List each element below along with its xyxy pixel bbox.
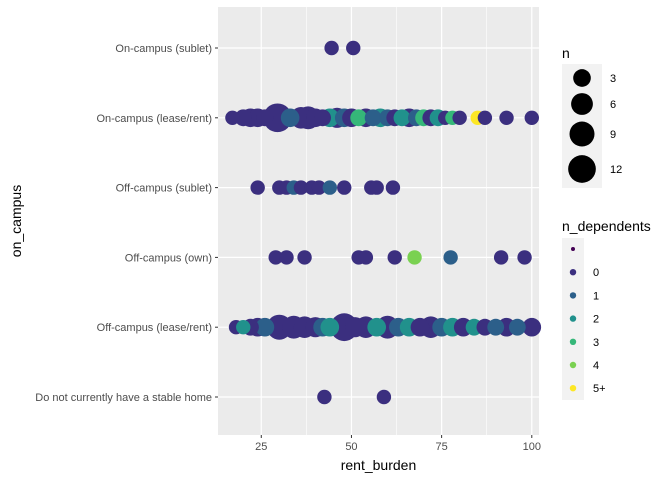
legend-size-key: [573, 69, 591, 87]
data-point: [369, 180, 384, 195]
legend-dependents-label: 4: [593, 360, 599, 372]
data-point: [522, 317, 542, 337]
data-point: [236, 320, 251, 335]
data-point: [317, 389, 332, 405]
x-tick-label: 75: [435, 441, 447, 453]
legend-dependents: n_dependents 0 1 2 3 4 5+: [562, 218, 651, 400]
x-axis-title: rent_burden: [341, 457, 417, 473]
data-point: [350, 109, 368, 127]
legend-dependents-key: [569, 292, 577, 299]
legend-dependents-key: [569, 269, 577, 276]
data-point: [517, 250, 532, 265]
data-point: [256, 109, 274, 127]
data-point: [234, 109, 252, 127]
legend-dependents-key: [569, 361, 577, 369]
data-point: [376, 389, 392, 405]
data-point: [487, 318, 505, 336]
data-point: [268, 250, 283, 265]
legend-size-label: 9: [610, 129, 616, 141]
data-point: [387, 250, 402, 265]
x-tick-label: 50: [345, 441, 357, 453]
legend-dependents-label: 3: [593, 337, 599, 349]
data-point: [493, 250, 509, 265]
y-tick-label: Off-campus (lease/rent): [97, 322, 212, 334]
x-tick-label: 100: [523, 441, 541, 453]
data-point: [385, 180, 401, 195]
y-tick-label: On-campus (lease/rent): [96, 113, 212, 125]
data-point: [443, 250, 458, 265]
y-axis-title: on_campus: [8, 185, 24, 257]
data-point: [297, 250, 312, 265]
legend-size-title: n: [562, 45, 570, 61]
y-tick-label: Off-campus (sublet): [116, 183, 212, 195]
plot-panel: [218, 7, 539, 435]
data-point: [337, 180, 352, 195]
data-point: [314, 109, 331, 127]
legend-dependents-key: [571, 247, 575, 251]
legend-size-label: 3: [610, 73, 616, 85]
data-point: [322, 180, 338, 195]
data-point: [225, 110, 240, 126]
data-point: [346, 40, 361, 56]
data-point: [293, 180, 309, 195]
y-axis-ticks: Do not currently have a stable home Off-c…: [35, 43, 218, 404]
legend-dependents-label: 0: [593, 267, 599, 279]
data-point: [364, 109, 382, 127]
legend-dependents-key: [569, 385, 577, 392]
data-points: [225, 40, 542, 405]
data-point: [410, 317, 430, 337]
data-point: [320, 317, 340, 337]
legend-dependents-key: [569, 315, 577, 322]
legend-size: n 3 6 9 12: [562, 45, 622, 188]
x-tick-label: 25: [255, 441, 267, 453]
legend-dependents-label: 5+: [593, 383, 606, 395]
data-point: [508, 318, 526, 336]
legend-dependents-label: 2: [593, 314, 599, 326]
legend-size-key: [569, 121, 595, 147]
data-point: [324, 40, 339, 56]
minor-gridlines: [306, 7, 488, 435]
y-tick-label: On-campus (sublet): [115, 43, 212, 55]
y-tick-label: Do not currently have a stable home: [35, 392, 212, 404]
data-point: [524, 110, 539, 126]
y-tick-label: Off-campus (own): [125, 252, 212, 264]
legend-dependents-key: [569, 338, 577, 345]
data-point: [393, 109, 411, 127]
data-point: [279, 250, 294, 265]
data-point: [499, 110, 514, 126]
legend-size-key: [571, 93, 593, 115]
legend-size-key: [568, 155, 596, 183]
data-point: [452, 110, 467, 126]
legend-dependents-title: n_dependents: [562, 218, 651, 234]
legend-dependents-label: 1: [593, 290, 599, 302]
legend-size-label: 12: [610, 164, 622, 176]
x-axis-ticks: 25 50 75 100: [255, 435, 541, 453]
data-point: [344, 317, 366, 338]
data-point: [367, 317, 387, 337]
data-point: [311, 180, 327, 195]
legend-size-label: 6: [610, 99, 616, 111]
data-point: [280, 108, 300, 128]
data-point: [250, 180, 265, 195]
data-point: [407, 250, 422, 265]
data-point: [358, 250, 374, 265]
data-point: [477, 110, 493, 126]
data-point: [255, 317, 275, 337]
